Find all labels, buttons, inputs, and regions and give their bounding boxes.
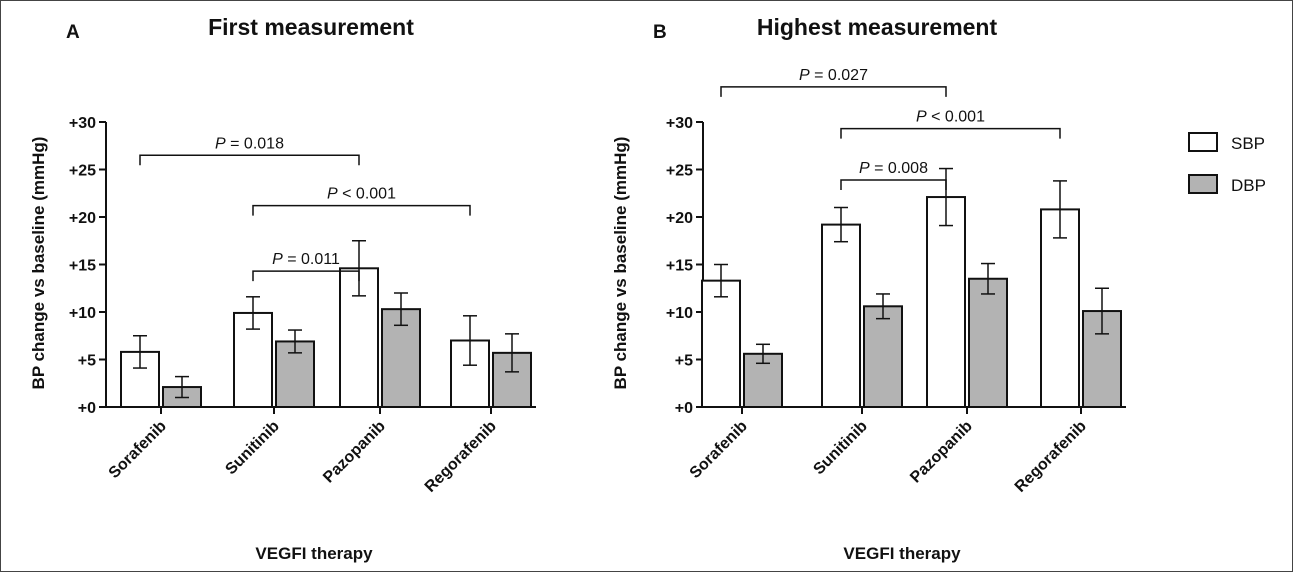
- significance-bracket: P < 0.001: [840, 109, 1061, 139]
- y-tick-label: +20: [666, 210, 693, 227]
- p-value-label: P = 0.008: [859, 160, 928, 177]
- x-axis-title: VEGFI therapy: [255, 544, 373, 563]
- y-tick-label: +20: [69, 210, 96, 227]
- p-symbol: P: [799, 67, 810, 84]
- y-tick-label: +15: [69, 258, 96, 275]
- panel-b: B Highest measurement BP change vs baselin…: [611, 14, 1126, 563]
- panel-a: A First measurement BP change vs baseline …: [29, 14, 536, 563]
- sbp-bar-sunitinib: [821, 223, 861, 408]
- p-symbol: P: [215, 135, 226, 152]
- dbp-bar-pazopanib: [968, 277, 1008, 408]
- y-tick-label: +5: [78, 353, 96, 370]
- panel-title: First measurement: [208, 14, 414, 40]
- p-value: = 0.011: [283, 251, 340, 268]
- significance-bracket: P < 0.001: [252, 186, 471, 216]
- dbp-bar-sunitinib: [863, 305, 903, 408]
- y-tick-label: +0: [675, 400, 693, 417]
- significance-bracket: P = 0.011: [252, 251, 360, 282]
- p-value: < 0.001: [927, 109, 985, 126]
- panel-title: Highest measurement: [757, 14, 998, 40]
- bracket-line: [139, 154, 360, 166]
- x-axis-title: VEGFI therapy: [843, 544, 961, 563]
- p-symbol: P: [272, 251, 283, 268]
- sbp-bar-sorafenib: [701, 279, 741, 408]
- category-label-sorafenib: Sorafenib: [687, 418, 751, 482]
- legend-item-sbp: SBP: [1188, 132, 1265, 153]
- bracket-line: [720, 86, 947, 97]
- category-label-regorafenib: Regorafenib: [422, 418, 500, 496]
- y-tick-label: +15: [666, 258, 693, 275]
- significance-bracket: P = 0.018: [139, 135, 360, 166]
- y-tick-label: +5: [675, 353, 693, 370]
- category-label-pazopanib: Pazopanib: [320, 418, 389, 487]
- legend-swatch: [1188, 174, 1218, 194]
- p-value-label: P < 0.001: [916, 109, 985, 126]
- p-symbol: P: [916, 109, 927, 126]
- legend-label: SBP: [1231, 134, 1265, 153]
- bracket-line: [840, 127, 1061, 139]
- legend-item-dbp: DBP: [1188, 174, 1266, 195]
- y-tick-label: +25: [666, 163, 693, 180]
- category-label-sunitinib: Sunitinib: [810, 418, 871, 479]
- category-label-sorafenib: Sorafenib: [106, 418, 170, 482]
- y-tick-label: +25: [69, 163, 96, 180]
- panel-letter: A: [66, 22, 80, 43]
- p-symbol: P: [327, 186, 338, 203]
- y-tick-label: +30: [69, 115, 96, 132]
- p-value-label: P = 0.027: [799, 67, 868, 84]
- bracket-line: [252, 204, 471, 216]
- sbp-bar-pazopanib: [926, 196, 966, 408]
- y-tick-label: +0: [78, 400, 96, 417]
- dbp-bar-sunitinib: [275, 340, 315, 409]
- bracket-line: [840, 179, 947, 190]
- y-axis-title: BP change vs baseline (mmHg): [29, 137, 48, 390]
- legend-swatch: [1188, 132, 1218, 152]
- category-label-regorafenib: Regorafenib: [1012, 418, 1090, 496]
- category-label-sunitinib: Sunitinib: [222, 418, 283, 479]
- p-symbol: P: [859, 160, 870, 177]
- category-label-pazopanib: Pazopanib: [907, 418, 976, 487]
- p-value: = 0.008: [870, 160, 928, 177]
- y-axis-title: BP change vs baseline (mmHg): [611, 137, 630, 390]
- y-tick-label: +30: [666, 115, 693, 132]
- panel-letter: B: [653, 22, 667, 43]
- y-tick-label: +10: [69, 305, 96, 322]
- p-value-label: P < 0.001: [327, 186, 396, 203]
- p-value: = 0.027: [810, 67, 868, 84]
- p-value-label: P = 0.011: [272, 251, 340, 268]
- significance-bracket: P = 0.008: [840, 160, 947, 190]
- significance-bracket: P = 0.027: [720, 67, 947, 97]
- legend-label: DBP: [1231, 176, 1266, 195]
- p-value: < 0.001: [338, 186, 396, 203]
- p-value: = 0.018: [226, 135, 284, 152]
- sbp-bar-regorafenib: [1040, 208, 1080, 408]
- p-value-label: P = 0.018: [215, 135, 284, 152]
- legend: SBP DBP: [1188, 132, 1266, 195]
- bracket-line: [252, 270, 360, 282]
- y-tick-label: +10: [666, 305, 693, 322]
